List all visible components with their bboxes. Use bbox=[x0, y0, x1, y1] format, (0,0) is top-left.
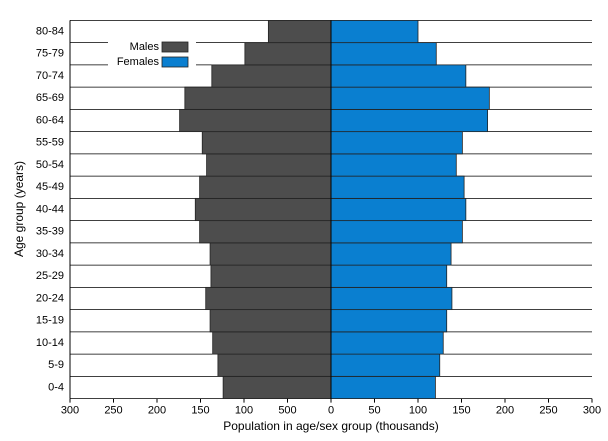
bar bbox=[330, 131, 463, 155]
x-tick-label: 200 bbox=[148, 405, 166, 417]
bar bbox=[330, 175, 465, 199]
y-tick-label: 55-59 bbox=[36, 137, 64, 149]
x-tick-label: 0 bbox=[328, 405, 334, 417]
x-tick-label: 100 bbox=[409, 405, 427, 417]
bar bbox=[330, 64, 467, 88]
bar bbox=[330, 86, 490, 110]
bar bbox=[209, 242, 332, 266]
bar bbox=[330, 264, 448, 288]
bar bbox=[212, 331, 332, 355]
bar bbox=[179, 108, 332, 133]
x-tick-label: 250 bbox=[104, 405, 122, 417]
x-tick-label: 100 bbox=[235, 405, 253, 417]
bar bbox=[330, 42, 437, 66]
x-axis-title: Population in age/sex group (thousands) bbox=[223, 419, 438, 433]
x-tick-label: 300 bbox=[583, 405, 601, 417]
bar bbox=[209, 309, 332, 333]
bar bbox=[244, 42, 332, 66]
bar bbox=[211, 64, 332, 88]
bar bbox=[217, 353, 332, 377]
y-tick-label: 45-49 bbox=[36, 181, 64, 193]
y-tick-label: 70-74 bbox=[36, 70, 64, 82]
y-axis-title: Age group (years) bbox=[12, 161, 26, 257]
y-tick-label: 5-9 bbox=[48, 359, 64, 371]
x-tick-label: 300 bbox=[61, 405, 79, 417]
bar bbox=[206, 153, 332, 177]
bar bbox=[205, 286, 332, 311]
x-tick-label: 50 bbox=[368, 405, 380, 417]
bar bbox=[194, 197, 332, 222]
bar bbox=[330, 242, 452, 266]
bar bbox=[210, 264, 332, 288]
bar bbox=[330, 375, 436, 399]
y-tick-label: 65-69 bbox=[36, 92, 64, 104]
legend-label: Males bbox=[130, 41, 160, 53]
y-tick-label: 10-14 bbox=[36, 337, 64, 349]
y-tick-label: 15-19 bbox=[36, 315, 64, 327]
bar bbox=[201, 131, 332, 155]
legend-label: Females bbox=[117, 56, 160, 68]
x-tick-label: 250 bbox=[539, 405, 557, 417]
bar bbox=[330, 353, 441, 377]
bar bbox=[330, 108, 489, 133]
bar bbox=[330, 197, 467, 222]
bar bbox=[222, 375, 332, 399]
legend-swatch bbox=[161, 56, 189, 68]
y-tick-label: 75-79 bbox=[36, 48, 64, 60]
y-tick-label: 50-54 bbox=[36, 159, 64, 171]
x-tick-label: 200 bbox=[496, 405, 514, 417]
bar bbox=[267, 19, 332, 44]
bar bbox=[199, 175, 332, 199]
y-tick-label: 0-4 bbox=[48, 381, 64, 393]
x-tick-label: 150 bbox=[452, 405, 470, 417]
bar bbox=[330, 220, 463, 244]
bar bbox=[330, 331, 444, 355]
y-tick-label: 40-44 bbox=[36, 203, 64, 215]
y-tick-label: 25-29 bbox=[36, 270, 64, 282]
bar bbox=[330, 153, 457, 177]
x-tick-label: 150 bbox=[191, 405, 209, 417]
y-tick-label: 35-39 bbox=[36, 226, 64, 238]
bar bbox=[199, 220, 332, 244]
bar bbox=[330, 309, 448, 333]
bar bbox=[330, 19, 419, 44]
y-tick-label: 60-64 bbox=[36, 114, 64, 126]
y-tick-label: 20-24 bbox=[36, 292, 64, 304]
legend-swatch bbox=[161, 41, 189, 53]
x-tick-label: 500 bbox=[278, 405, 296, 417]
bar bbox=[330, 286, 453, 311]
y-tick-label: 80-84 bbox=[36, 25, 64, 37]
bar bbox=[184, 86, 332, 110]
y-tick-label: 30-34 bbox=[36, 248, 64, 260]
